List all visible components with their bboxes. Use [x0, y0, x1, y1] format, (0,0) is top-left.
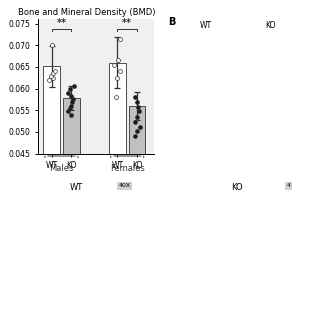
Point: [113, 95, 118, 100]
Point: [118, 36, 123, 41]
Text: **: **: [122, 18, 132, 28]
Point: [134, 100, 140, 105]
Point: [49, 43, 54, 48]
Bar: [63, 98, 80, 154]
Bar: [129, 106, 145, 154]
Text: KO: KO: [231, 183, 243, 192]
Bar: [43, 67, 60, 154]
Point: [51, 71, 56, 76]
Point: [132, 95, 138, 100]
Point: [71, 84, 76, 89]
Point: [135, 114, 140, 119]
Point: [66, 108, 71, 114]
Point: [133, 134, 138, 139]
Point: [70, 100, 75, 105]
Point: [52, 69, 57, 74]
Point: [135, 129, 140, 134]
Point: [49, 73, 54, 78]
Point: [116, 58, 121, 63]
Point: [118, 69, 123, 74]
Point: [51, 75, 56, 80]
Point: [67, 87, 72, 92]
Point: [136, 108, 141, 114]
Text: 40X: 40X: [118, 183, 131, 188]
Text: 4: 4: [287, 183, 291, 188]
Point: [66, 90, 71, 95]
Text: WT: WT: [200, 21, 212, 30]
Text: B: B: [168, 17, 175, 27]
Point: [46, 77, 51, 83]
Point: [132, 120, 137, 125]
Text: KO: KO: [265, 21, 276, 30]
Text: WT: WT: [70, 183, 84, 192]
Point: [69, 112, 74, 117]
Bar: [109, 62, 126, 154]
Point: [115, 75, 120, 80]
Text: **: **: [56, 18, 67, 28]
Point: [71, 97, 76, 102]
Text: Bone and Mineral Density (BMD): Bone and Mineral Density (BMD): [18, 8, 155, 17]
Point: [137, 124, 142, 129]
Text: Females: Females: [110, 164, 145, 173]
Point: [69, 103, 74, 108]
Text: Males: Males: [49, 164, 74, 173]
Point: [67, 106, 72, 111]
Point: [136, 104, 141, 109]
Point: [68, 94, 73, 99]
Point: [112, 62, 117, 67]
